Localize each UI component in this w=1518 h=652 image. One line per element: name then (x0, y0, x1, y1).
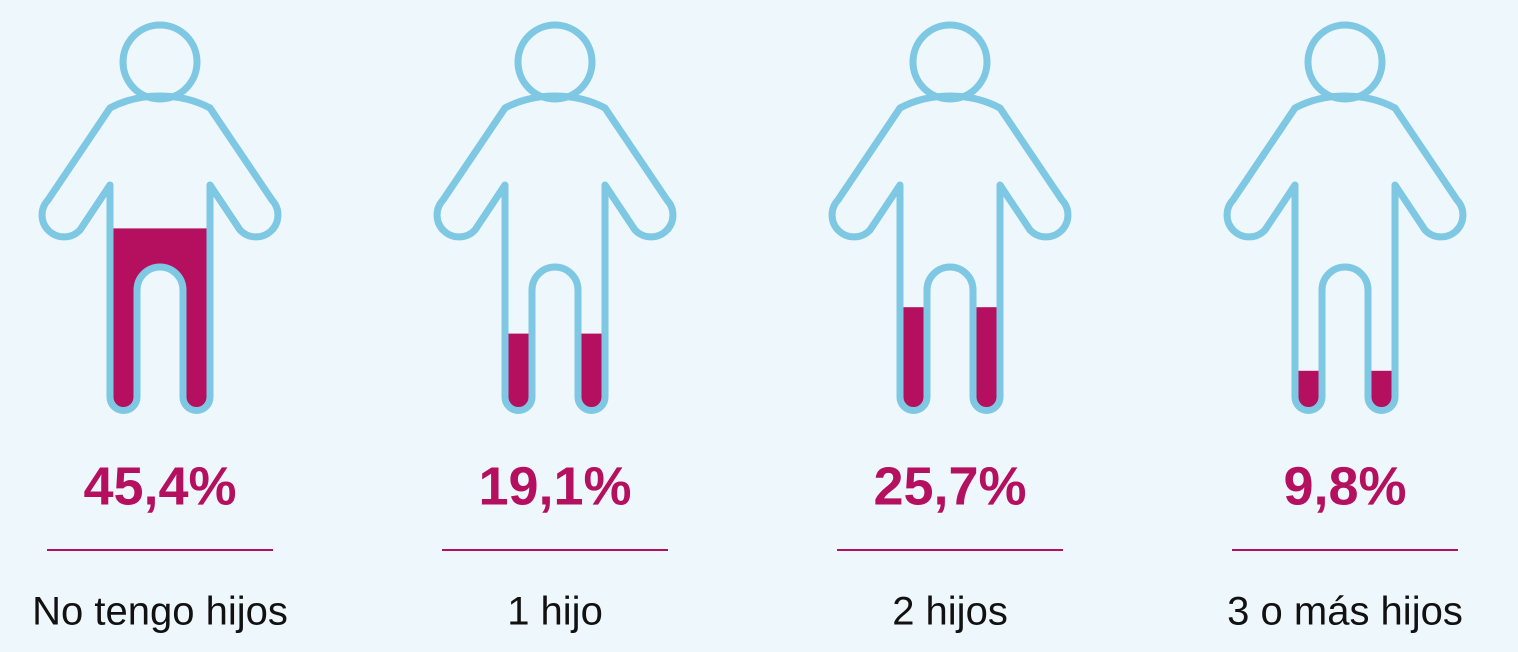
body-outline (433, 92, 677, 414)
head-outline (119, 21, 201, 103)
figure (433, 21, 677, 414)
value-label: 45,4% (83, 456, 236, 516)
figure (1223, 21, 1467, 414)
head-outline (514, 21, 596, 103)
category-label: No tengo hijos (32, 590, 288, 634)
value-label: 9,8% (1283, 456, 1406, 516)
body-outline (1223, 92, 1467, 414)
body-outline (828, 92, 1072, 414)
figure (38, 21, 282, 414)
category-label: 3 o más hijos (1227, 590, 1463, 634)
body-outline (38, 92, 282, 414)
fill-bar (110, 228, 210, 410)
head-outline (909, 21, 991, 103)
fill-bar (505, 333, 605, 410)
head-outline (1304, 21, 1386, 103)
fill-bar (900, 307, 1000, 410)
category-label: 2 hijos (892, 590, 1008, 634)
figure (828, 21, 1072, 414)
value-label: 25,7% (873, 456, 1026, 516)
category-label: 1 hijo (507, 590, 603, 634)
fill-bar (1295, 370, 1395, 410)
value-label: 19,1% (478, 456, 631, 516)
